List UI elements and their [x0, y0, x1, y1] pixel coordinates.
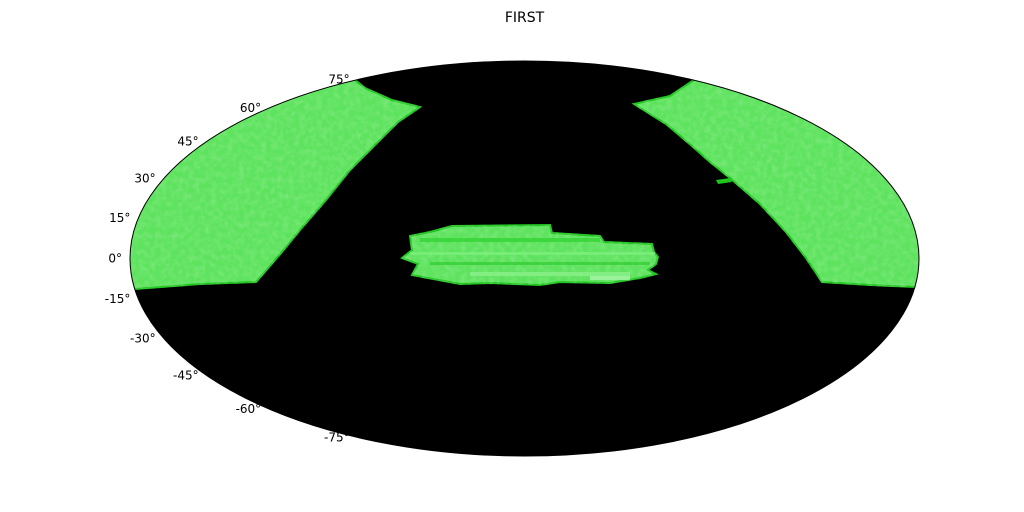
latitude-label: 0°	[108, 252, 122, 266]
map-title: FIRST	[505, 10, 545, 26]
strip-bands	[410, 238, 655, 280]
latitude-label: -45°	[173, 368, 199, 382]
latitude-label: -75°	[324, 430, 350, 444]
latitude-label: -60°	[236, 402, 262, 416]
map-outline	[129, 60, 920, 457]
latitude-label: -15°	[105, 292, 131, 306]
latitude-label: 30°	[134, 172, 155, 186]
latitude-labels: 75° 60° 45° 30° 15° 0° -15° -30° -45° -60° -75°	[105, 73, 350, 445]
latitude-label: -30°	[130, 331, 156, 345]
latitude-label: 15°	[109, 211, 130, 225]
latitude-label: 60°	[240, 101, 261, 115]
latitude-label: 45°	[177, 135, 198, 149]
latitude-label: 75°	[328, 73, 349, 87]
coverage-fragment	[716, 178, 732, 184]
